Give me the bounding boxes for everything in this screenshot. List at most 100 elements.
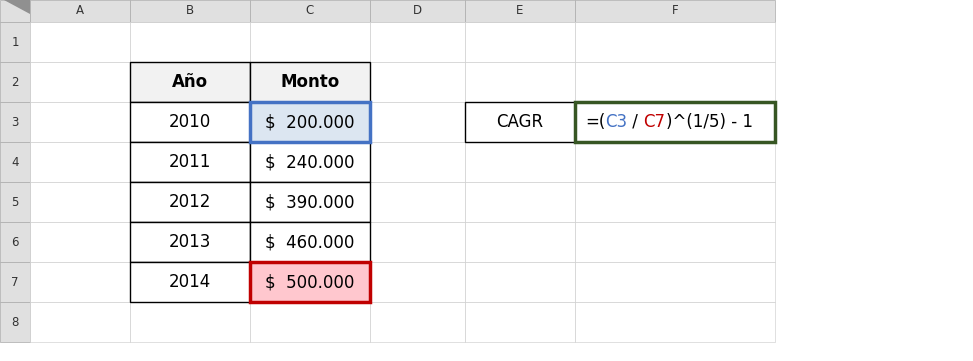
Text: 5: 5 [12, 196, 18, 209]
Bar [465, 222, 575, 262]
Bar [250, 182, 370, 222]
Bar [465, 102, 575, 142]
Bar [465, 302, 575, 342]
Bar [0, 222, 30, 262]
Bar [0, 262, 30, 302]
Bar [465, 0, 575, 22]
Bar [575, 182, 775, 222]
Text: F: F [671, 4, 678, 17]
Bar [30, 62, 130, 102]
Bar [30, 262, 130, 302]
Text: 7: 7 [12, 275, 18, 288]
Bar [465, 262, 575, 302]
Bar [465, 22, 575, 62]
Bar [0, 102, 30, 142]
Polygon shape [4, 0, 30, 14]
Bar [130, 142, 250, 182]
Bar [0, 142, 30, 182]
Bar [370, 142, 465, 182]
Bar [0, 0, 30, 22]
Text: 2011: 2011 [168, 153, 211, 171]
Bar [575, 302, 775, 342]
Text: $  500.000: $ 500.000 [266, 273, 355, 291]
Bar [575, 62, 775, 102]
Text: C: C [306, 4, 314, 17]
Bar [250, 102, 370, 142]
Bar [250, 182, 370, 222]
Bar [130, 262, 250, 302]
Text: E: E [517, 4, 523, 17]
Bar [30, 222, 130, 262]
Bar [130, 182, 250, 222]
Bar [130, 62, 250, 102]
Bar [250, 62, 370, 102]
Bar [130, 182, 250, 222]
Text: 1: 1 [12, 35, 18, 48]
Bar [250, 22, 370, 62]
Text: 6: 6 [12, 235, 18, 248]
Bar [370, 22, 465, 62]
Bar [250, 222, 370, 262]
Bar [250, 0, 370, 22]
Text: Año: Año [172, 73, 208, 91]
Bar [30, 182, 130, 222]
Text: A: A [76, 4, 84, 17]
Text: D: D [413, 4, 422, 17]
Text: 2: 2 [12, 75, 18, 88]
Bar [130, 222, 250, 262]
Text: 8: 8 [12, 316, 18, 329]
Text: 2010: 2010 [169, 113, 211, 131]
Bar [575, 222, 775, 262]
Bar [130, 262, 250, 302]
Bar [250, 142, 370, 182]
Text: )^(1/5) - 1: )^(1/5) - 1 [666, 113, 752, 131]
Bar [370, 222, 465, 262]
Bar [30, 22, 130, 62]
Bar [130, 62, 250, 102]
Bar [250, 262, 370, 302]
Bar [575, 142, 775, 182]
Bar [130, 142, 250, 182]
Bar [130, 222, 250, 262]
Text: CAGR: CAGR [496, 113, 544, 131]
Bar [30, 0, 130, 22]
Text: $  240.000: $ 240.000 [266, 153, 355, 171]
Text: 4: 4 [12, 156, 18, 169]
Bar [130, 102, 250, 142]
Bar [575, 0, 775, 22]
Bar [130, 302, 250, 342]
Text: /: / [628, 113, 643, 131]
Bar [130, 102, 250, 142]
Bar [0, 22, 30, 62]
Bar [30, 302, 130, 342]
Text: 2012: 2012 [168, 193, 211, 211]
Bar [250, 142, 370, 182]
Text: 2014: 2014 [169, 273, 211, 291]
Bar [465, 102, 575, 142]
Bar [370, 302, 465, 342]
Bar [465, 62, 575, 102]
Text: $  390.000: $ 390.000 [266, 193, 355, 211]
Bar [130, 22, 250, 62]
Bar [30, 142, 130, 182]
Bar [575, 102, 775, 142]
Bar [370, 62, 465, 102]
Text: =(: =( [585, 113, 605, 131]
Bar [370, 182, 465, 222]
Bar [250, 62, 370, 102]
Bar [250, 102, 370, 142]
Bar [575, 22, 775, 62]
Text: C3: C3 [605, 113, 628, 131]
Text: 3: 3 [12, 116, 18, 129]
Bar [575, 102, 775, 142]
Bar [465, 142, 575, 182]
Text: $  200.000: $ 200.000 [266, 113, 355, 131]
Text: Monto: Monto [280, 73, 340, 91]
Bar [0, 62, 30, 102]
Bar [370, 102, 465, 142]
Text: 2013: 2013 [168, 233, 211, 251]
Bar [130, 0, 250, 22]
Bar [250, 222, 370, 262]
Bar [575, 102, 775, 142]
Bar [250, 102, 370, 142]
